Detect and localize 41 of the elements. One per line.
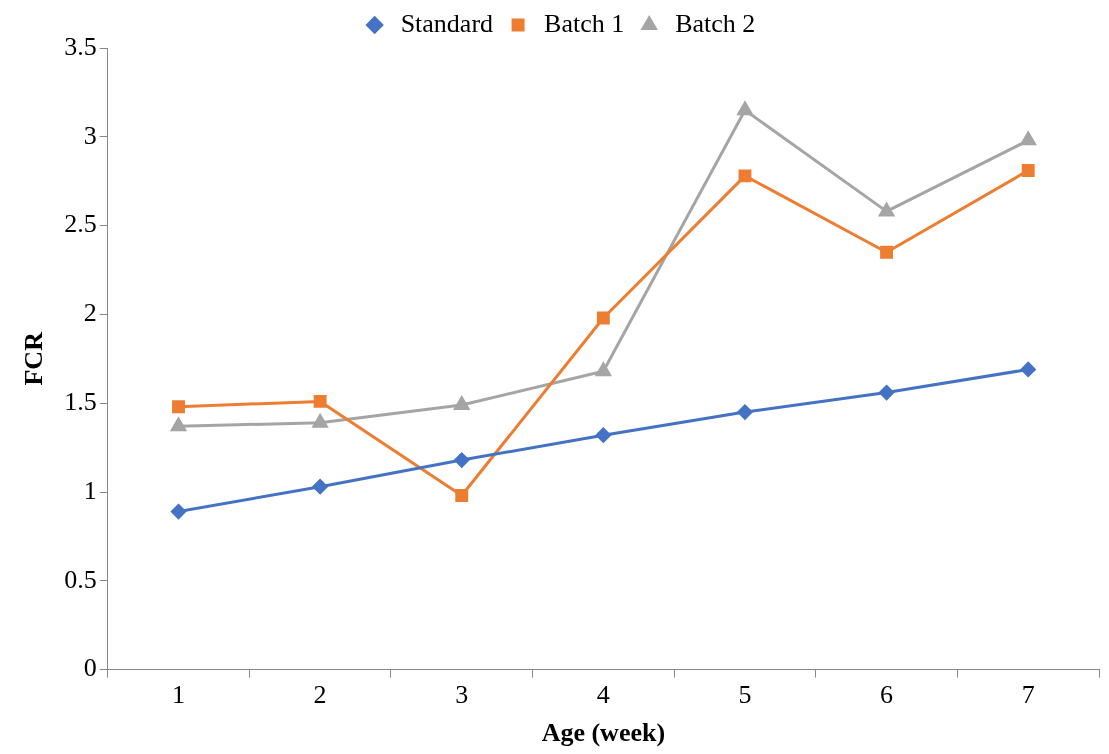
legend-label: Batch 2 — [675, 8, 756, 38]
point — [313, 394, 327, 408]
point — [454, 396, 470, 410]
point — [879, 385, 895, 401]
point — [879, 202, 895, 217]
x-tick-label: 2 — [313, 680, 327, 710]
point — [172, 400, 185, 414]
point — [312, 414, 328, 428]
y-tick-label: 0.5 — [64, 564, 97, 594]
y-tick-label: 2.5 — [64, 209, 97, 239]
x-tick-label: 3 — [455, 680, 469, 710]
point — [1021, 164, 1035, 177]
x-tick-label: 4 — [596, 680, 610, 710]
y-tick-label: 2 — [83, 298, 97, 328]
point — [737, 404, 753, 420]
point — [454, 452, 470, 468]
point — [455, 489, 469, 502]
point — [596, 311, 610, 325]
legend-label: Batch 1 — [544, 8, 625, 38]
y-tick-label: 0 — [83, 653, 97, 683]
x-tick-label: 6 — [880, 680, 894, 710]
point — [1020, 361, 1036, 377]
point — [1020, 131, 1036, 146]
point — [880, 245, 894, 259]
y-tick-label: 3.5 — [64, 31, 97, 61]
point — [312, 479, 328, 495]
x-tick-label: 1 — [172, 680, 186, 710]
point — [738, 169, 752, 183]
x-tick-label: 7 — [1021, 680, 1035, 710]
y-tick-label: 1.5 — [64, 387, 97, 417]
x-axis-title: Age (week) — [541, 718, 666, 748]
point — [737, 101, 753, 116]
point — [595, 362, 611, 377]
point — [170, 417, 187, 432]
x-tick-label: 5 — [738, 680, 752, 710]
y-axis-title: FCR — [19, 331, 49, 386]
point — [171, 504, 187, 520]
point — [595, 427, 611, 443]
y-tick-label: 1 — [83, 475, 97, 505]
y-tick-label: 3 — [83, 120, 97, 150]
legend-label: Standard — [400, 8, 494, 38]
